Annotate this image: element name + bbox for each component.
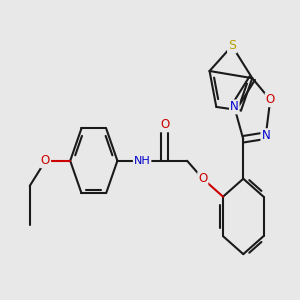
Text: S: S <box>228 39 236 52</box>
Text: O: O <box>160 118 169 131</box>
Text: N: N <box>230 100 239 113</box>
Text: NH: NH <box>134 156 151 166</box>
Text: O: O <box>41 154 50 167</box>
Text: N: N <box>261 129 270 142</box>
Text: O: O <box>266 93 275 106</box>
Text: O: O <box>198 172 207 185</box>
